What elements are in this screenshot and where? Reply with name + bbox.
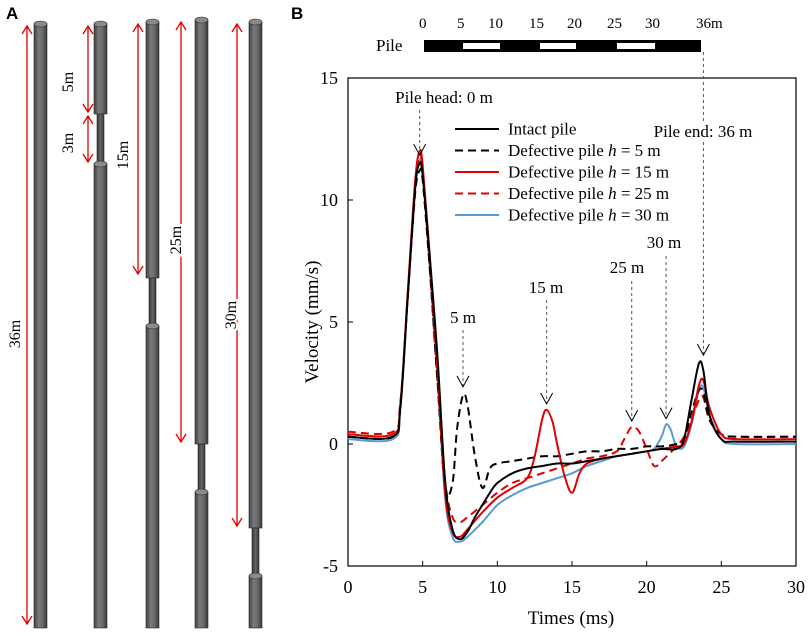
annotation-arrow-head bbox=[625, 409, 639, 423]
legend-entry: Defective pile h = 30 m bbox=[508, 206, 669, 225]
annotation-arrow-head bbox=[456, 375, 470, 388]
annotation-arrow-head bbox=[413, 143, 427, 157]
label-36m: 36m bbox=[7, 319, 24, 348]
pile-defect-30m bbox=[248, 18, 263, 629]
arrow-25m bbox=[175, 20, 187, 444]
pile-defect-25m bbox=[194, 16, 209, 629]
series-line-1 bbox=[347, 167, 797, 498]
scale-tick-10: 10 bbox=[488, 16, 503, 32]
y-tick-label: 0 bbox=[329, 434, 338, 454]
legend-entry: Intact pile bbox=[508, 120, 576, 139]
chart-legend: Intact pile Defective pile h = 5 m Defecti… bbox=[455, 120, 669, 225]
arrow-30m bbox=[231, 22, 243, 528]
panel-b: B Pile 0 5 10 15 20 25 30 36m 0 5 10 15 20 25… bbox=[291, 4, 805, 629]
scale-tick-30: 30 bbox=[645, 16, 660, 32]
scale-bar-white-15-20 bbox=[540, 43, 576, 49]
label-3m: 3m bbox=[60, 132, 77, 153]
panel-a: A 36m 5m 3m bbox=[6, 4, 263, 629]
chart-series bbox=[347, 148, 797, 543]
annotation-label: 30 m bbox=[647, 233, 681, 252]
scale-tick-0: 0 bbox=[419, 16, 427, 32]
scale-tick-20: 20 bbox=[567, 16, 582, 32]
pile-intact bbox=[33, 20, 48, 629]
scale-bar-label: Pile bbox=[376, 36, 402, 55]
x-tick-label: 5 bbox=[418, 577, 427, 597]
pile-defect-15m bbox=[145, 18, 160, 629]
chart-ticks: 0 5 10 15 20 25 30 -5 0 5 10 15 bbox=[320, 68, 805, 597]
x-axis-label: Times (ms) bbox=[528, 608, 614, 629]
scale-bar-white-25-30 bbox=[617, 43, 655, 49]
arrow-3m bbox=[82, 114, 94, 164]
y-tick-label: 5 bbox=[329, 312, 338, 332]
annotation-arrow-head bbox=[696, 343, 710, 357]
x-tick-label: 30 bbox=[787, 577, 805, 597]
scale-tick-25: 25 bbox=[607, 16, 622, 32]
annotation-label: 5 m bbox=[450, 308, 476, 327]
label-30m: 30m bbox=[223, 300, 240, 329]
label-15m: 15m bbox=[115, 140, 132, 169]
arrow-15m bbox=[132, 22, 144, 276]
series-line-2 bbox=[347, 148, 797, 539]
x-tick-label: 0 bbox=[344, 577, 353, 597]
legend-entry: Defective pile h = 5 m bbox=[508, 141, 661, 160]
series-line-0 bbox=[347, 161, 797, 541]
legend-entry: Defective pile h = 15 m bbox=[508, 163, 669, 182]
scale-tick-36m: 36m bbox=[696, 16, 723, 32]
scale-tick-5: 5 bbox=[457, 16, 465, 32]
legend-entry: Defective pile h = 25 m bbox=[508, 184, 669, 203]
y-tick-label: 10 bbox=[320, 190, 338, 210]
x-tick-label: 25 bbox=[712, 577, 730, 597]
annotation-label: Pile end: 36 m bbox=[654, 122, 753, 141]
scale-tick-15: 15 bbox=[529, 16, 544, 32]
y-tick-label: 15 bbox=[320, 68, 338, 88]
y-axis-label: Velocity (mm/s) bbox=[302, 261, 323, 384]
pile-defect-5m bbox=[93, 20, 108, 629]
label-25m: 25m bbox=[168, 225, 185, 254]
annotation-arrow-head bbox=[659, 407, 673, 420]
annotation-label: 25 m bbox=[610, 258, 644, 277]
arrow-36m bbox=[21, 24, 33, 626]
y-tick-label: -5 bbox=[323, 556, 338, 576]
x-tick-label: 10 bbox=[488, 577, 506, 597]
chart-annotations: Pile head: 0 m 5 m 15 m 25 m30 m Pile end: 3… bbox=[393, 52, 754, 423]
panel-a-letter: A bbox=[6, 4, 18, 23]
pile-scale-bar: Pile 0 5 10 15 20 25 30 36m bbox=[376, 16, 723, 55]
x-tick-label: 20 bbox=[638, 577, 656, 597]
scale-bar-white-5-10 bbox=[463, 43, 500, 49]
panel-b-letter: B bbox=[291, 4, 303, 23]
annotation-label: Pile head: 0 m bbox=[395, 88, 493, 107]
x-tick-label: 15 bbox=[563, 577, 581, 597]
annotation-arrow-head bbox=[540, 392, 554, 406]
label-5m: 5m bbox=[60, 71, 77, 92]
annotation-label: 15 m bbox=[529, 278, 563, 297]
arrow-5m bbox=[82, 24, 94, 114]
